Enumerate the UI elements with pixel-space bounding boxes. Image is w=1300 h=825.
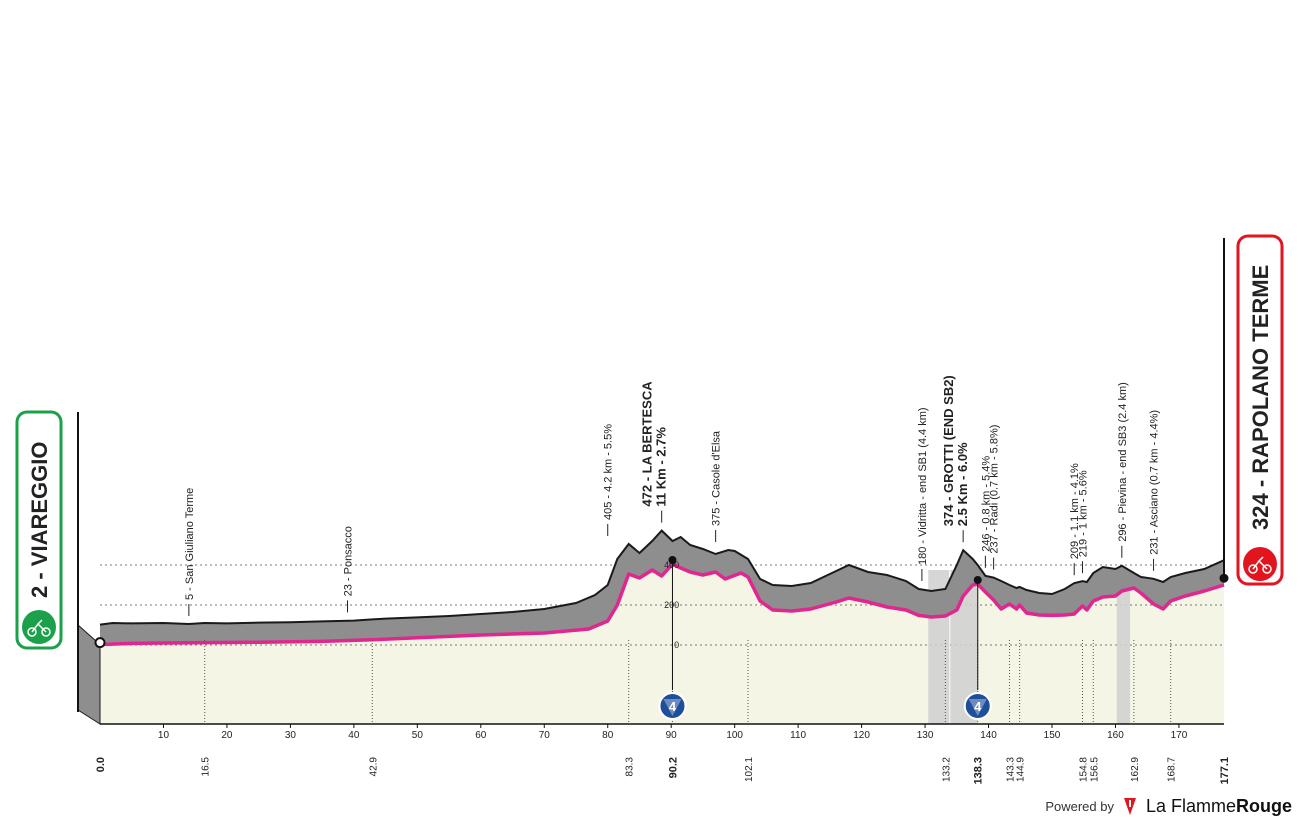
x-tick-label-50: 50 bbox=[412, 730, 424, 741]
km-mark-83-3: 83.3 bbox=[625, 757, 636, 777]
x-tick-label-170: 170 bbox=[1171, 730, 1188, 741]
point-label-5-0: 180 - Vidritta - end SB1 (4.4 km) bbox=[917, 407, 929, 565]
x-tick-label-110: 110 bbox=[790, 730, 806, 741]
km-mark-168-7: 168.7 bbox=[1167, 757, 1178, 782]
km-mark-0-0: 0.0 bbox=[95, 757, 107, 772]
x-tick-label-160: 160 bbox=[1107, 730, 1124, 741]
y-tick-label-200: 200 bbox=[664, 600, 679, 610]
x-tick-label-40: 40 bbox=[348, 730, 360, 741]
km-mark-138-3: 138.3 bbox=[973, 757, 985, 785]
brand-name-part-a: La Flamme bbox=[1145, 795, 1236, 816]
footer-branding: Powered by La FlammeRouge bbox=[1045, 791, 1292, 821]
sprint-badge-shape-0 bbox=[663, 699, 682, 716]
drop-lines bbox=[204, 640, 1172, 724]
road-line bbox=[99, 562, 1225, 647]
start-dot bbox=[94, 637, 106, 649]
brand-name-part-b: Rouge bbox=[1236, 795, 1292, 816]
km-mark-177-1: 177.1 bbox=[1219, 757, 1231, 785]
brand-name: La FlammeRouge bbox=[1146, 796, 1292, 817]
sprint-badge-label-0: 4 bbox=[669, 699, 677, 714]
finish-frame bbox=[1252, 556, 1268, 570]
point-label-7-0: 246 - 0.8 km - 5.4% bbox=[980, 456, 992, 552]
km-mark-144-9: 144.9 bbox=[1016, 757, 1027, 782]
terrain-edge bbox=[99, 529, 1225, 626]
x-axis: 10 20 30 40 50 60 70 80 90 100 110 120 130 140 150 160 1… bbox=[95, 723, 1231, 785]
x-tick-label-30: 30 bbox=[285, 730, 297, 741]
x-tick-label-120: 120 bbox=[853, 730, 870, 741]
powered-by-text: Powered by bbox=[1045, 798, 1114, 814]
x-tick-label-100: 100 bbox=[726, 730, 743, 741]
km-mark-133-2: 133.2 bbox=[941, 757, 952, 782]
finish-wheel-right bbox=[1262, 564, 1272, 574]
start-marker: 2 - VIAREGGIO bbox=[15, 410, 106, 650]
start-wheel-left bbox=[27, 627, 37, 637]
x-tick-label-80: 80 bbox=[602, 730, 614, 741]
x-tick-label-150: 150 bbox=[1044, 730, 1061, 741]
point-label-2-0: 405 - 4.2 km - 5.5% bbox=[603, 424, 615, 520]
finish-plate bbox=[1236, 234, 1284, 586]
start-cyclist-icon bbox=[22, 610, 56, 644]
point-label-9-0: 209 - 1.1 km - 4.1% bbox=[1069, 463, 1081, 559]
x-tick-label-70: 70 bbox=[539, 730, 551, 741]
x-tick-label-90: 90 bbox=[666, 730, 678, 741]
finish-dot bbox=[1219, 573, 1229, 583]
point-label-11-0: 296 - Pievina - end SB3 (2.4 km) bbox=[1117, 382, 1129, 542]
finish-cyclist-icon bbox=[1243, 547, 1277, 581]
km-mark-90-2: 90.2 bbox=[668, 757, 680, 778]
km-mark-42-9: 42.9 bbox=[368, 757, 379, 777]
km-mark-154-8: 154.8 bbox=[1079, 757, 1090, 782]
sprint-badge-shape-1 bbox=[968, 699, 987, 716]
y-axis-ticks: 0 200 400 bbox=[664, 560, 679, 650]
finish-marker: 324 - RAPOLANO TERME bbox=[1219, 234, 1284, 586]
point-label-1-0: 23 - Ponsacco bbox=[343, 526, 355, 596]
start-town-label: 2 - VIAREGGIO bbox=[27, 442, 52, 598]
x-tick-label-140: 140 bbox=[980, 730, 997, 741]
point-label-4-0: 375 - Casole d'Elsa bbox=[711, 430, 723, 526]
point-label-6-0: 374 - GROTTI (END SB2) bbox=[941, 375, 956, 526]
km-mark-156-5: 156.5 bbox=[1089, 757, 1100, 782]
x-tick-label-10: 10 bbox=[158, 730, 170, 741]
point-label-3-1: 11 Km - 2.7% bbox=[654, 427, 669, 507]
x-tick-label-60: 60 bbox=[475, 730, 487, 741]
sprint-dot-1 bbox=[973, 576, 982, 584]
start-plate bbox=[15, 410, 63, 650]
y-tick-label-400: 400 bbox=[664, 560, 679, 570]
gravel-band-2 bbox=[1116, 570, 1131, 724]
stage-profile-chart: 10 20 30 40 50 60 70 80 90 100 110 120 130 140 150 160 1… bbox=[15, 234, 1284, 785]
sprint-dot-0 bbox=[668, 556, 677, 564]
x-tick-label-20: 20 bbox=[221, 730, 233, 741]
point-label-8-0: 237 - Radi (0.7 km - 5.8%) bbox=[989, 425, 1001, 554]
km-mark-162-9: 162.9 bbox=[1130, 757, 1141, 782]
start-wheel-right bbox=[41, 627, 51, 637]
point-label-6-1: 2.5 Km - 6.0% bbox=[955, 442, 970, 526]
km-mark-16-5: 16.5 bbox=[201, 757, 212, 777]
sprint-badge-label-1: 4 bbox=[974, 699, 982, 714]
finish-town-label: 324 - RAPOLANO TERME bbox=[1248, 265, 1273, 530]
x-tick-label-130: 130 bbox=[917, 730, 934, 741]
km-mark-102-1: 102.1 bbox=[744, 757, 755, 782]
point-label-3-0: 472 - LA BERTESCA bbox=[640, 381, 655, 507]
sprint-badge-0 bbox=[658, 692, 687, 720]
road-line-path bbox=[99, 562, 1225, 647]
sprint-badge-1 bbox=[963, 692, 992, 720]
point-label-10-0: 219 - 1 km - 5.6% bbox=[1078, 470, 1090, 557]
point-label-0-0: 5 - San Giuliano Terme bbox=[184, 488, 196, 600]
point-labels: 5 - San Giuliano Terme 23 - Ponsacco 405 -… bbox=[184, 375, 1161, 616]
point-label-12-0: 231 - Asciano (0.7 km - 4.4%) bbox=[1149, 410, 1161, 555]
start-frame bbox=[31, 619, 47, 633]
flame-logo-icon bbox=[1123, 798, 1136, 815]
km-mark-143-3: 143.3 bbox=[1006, 757, 1017, 782]
finish-wheel-left bbox=[1248, 564, 1258, 574]
y-tick-label-0: 0 bbox=[674, 640, 679, 650]
